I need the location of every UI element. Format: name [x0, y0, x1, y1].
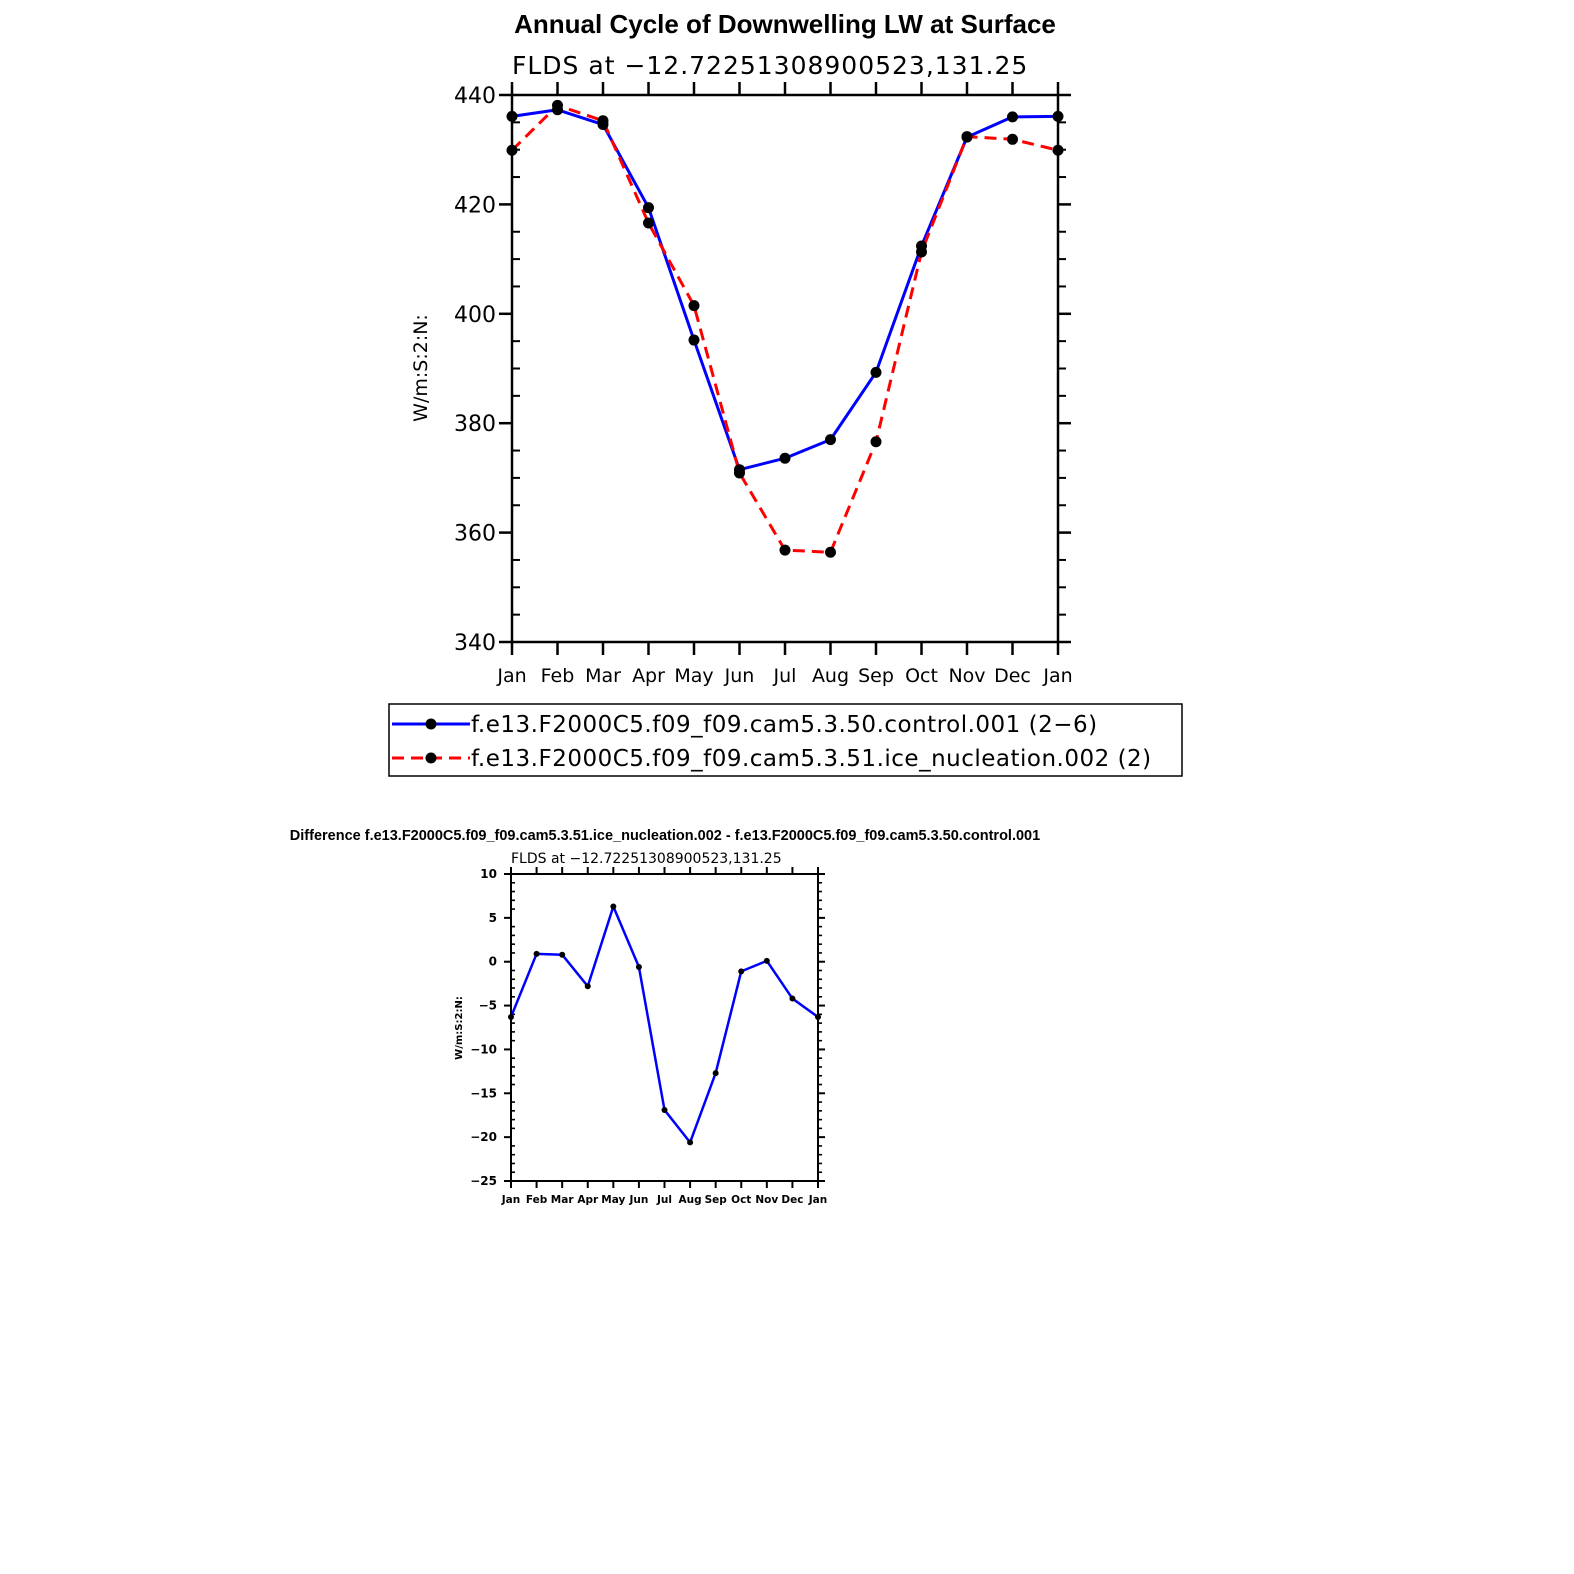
x-tick-label: Jul [656, 1194, 672, 1206]
main-series-group [506, 99, 1064, 558]
difference-chart-subtitle: FLDS at −12.72251308900523,131.25 [511, 851, 782, 867]
y-tick-label: 0 [489, 955, 497, 969]
series-0-point [688, 334, 700, 346]
series-0-point [825, 434, 836, 446]
series-1-point [597, 115, 609, 127]
x-tick-label: Feb [541, 665, 575, 687]
series-0-point [763, 957, 770, 964]
series-0-point [610, 903, 617, 910]
main-axis-ticks [499, 82, 1071, 655]
x-tick-label: Sep [858, 665, 894, 687]
y-tick-label: 420 [454, 193, 496, 218]
x-tick-label: Jan [496, 665, 526, 687]
y-tick-label: 360 [454, 522, 496, 547]
main-chart: Annual Cycle of Downwelling LW at Surfac… [388, 9, 1183, 777]
series-1-point [1007, 133, 1018, 145]
legend-marker-control [425, 718, 437, 730]
y-tick-label: 400 [454, 303, 496, 328]
legend-entry-ice-nucleation: f.e13.F2000C5.f09_f09.cam5.3.51.ice_nucl… [392, 746, 1152, 772]
y-tick-label: −15 [470, 1086, 497, 1100]
series-1-point [779, 544, 791, 556]
y-tick-label: 340 [454, 631, 496, 656]
y-tick-label: 10 [480, 867, 497, 881]
x-tick-label: Jan [501, 1194, 520, 1206]
series-1-point [825, 546, 836, 558]
x-tick-label: Apr [577, 1194, 599, 1206]
x-tick-label: May [674, 665, 713, 687]
x-tick-label: Jul [773, 665, 797, 687]
series-0-point [687, 1139, 694, 1146]
x-tick-label: Apr [632, 665, 665, 687]
series-1-point [552, 99, 563, 111]
difference-chart-title: Difference f.e13.F2000C5.f09_f09.cam5.3.… [290, 828, 1040, 844]
y-tick-label: 5 [489, 911, 497, 925]
series-line-1 [510, 103, 1059, 554]
series-0-point [712, 1070, 719, 1077]
series-1-point [734, 467, 745, 479]
difference-x-tick-labels: Jan Feb Mar Apr May Jun Jul Aug Sep Oct Nov Dec Jan [501, 1194, 827, 1206]
series-0-point [635, 963, 642, 970]
y-tick-label: 380 [454, 412, 496, 437]
main-chart-title: Annual Cycle of Downwelling LW at Surfac… [514, 9, 1056, 39]
x-tick-label: Mar [551, 1194, 575, 1206]
series-0-point [584, 983, 591, 990]
y-tick-label: −20 [470, 1130, 497, 1144]
main-y-tick-labels: 340 360 380 400 420 440 [454, 84, 496, 656]
legend-label-control: f.e13.F2000C5.f09_f09.cam5.3.50.control.… [471, 712, 1098, 738]
series-0-point [661, 1106, 668, 1113]
series-0-point [559, 951, 566, 958]
y-tick-label: 440 [454, 84, 496, 109]
series-1-point [870, 436, 882, 448]
y-tick-label: −5 [479, 999, 497, 1013]
series-0-point [643, 202, 654, 214]
series-0-point [779, 452, 791, 464]
x-tick-label: Aug [812, 665, 849, 687]
x-tick-label: May [601, 1194, 625, 1206]
main-plot-frame [510, 93, 1060, 644]
series-line-0 [511, 108, 1059, 472]
x-tick-label: Mar [585, 665, 621, 687]
series-1-point [916, 246, 927, 258]
x-tick-label: Jan [808, 1194, 827, 1206]
series-0-point [738, 968, 745, 975]
series-0-point [789, 995, 796, 1002]
difference-chart-ylabel: W/m:S:2:N: [454, 996, 465, 1060]
x-tick-label: Oct [731, 1194, 751, 1206]
main-chart-subtitle: FLDS at −12.72251308900523,131.25 [512, 51, 1028, 80]
legend-entry-control: f.e13.F2000C5.f09_f09.cam5.3.50.control.… [392, 712, 1098, 738]
x-tick-label: Nov [755, 1194, 778, 1206]
x-tick-label: Jan [1042, 665, 1072, 687]
series-0-point [1007, 111, 1018, 123]
difference-y-tick-labels: −25 −20 −15 −10 −5 0 5 10 [470, 867, 497, 1188]
x-tick-label: Feb [526, 1194, 548, 1206]
x-tick-label: Dec [781, 1194, 803, 1206]
series-0-point [870, 366, 882, 378]
series-1-point [643, 217, 654, 229]
legend-label-ice-nucleation: f.e13.F2000C5.f09_f09.cam5.3.51.ice_nucl… [471, 746, 1152, 772]
difference-plot-frame [510, 873, 819, 1182]
legend-box [388, 703, 1183, 777]
series-1-point [961, 131, 973, 143]
main-chart-ylabel: W/m:S:2:N: [410, 314, 432, 422]
y-tick-label: −10 [470, 1042, 497, 1056]
main-x-tick-labels: Jan Feb Mar Apr May Jun Jul Aug Sep Oct Nov Dec Jan [496, 665, 1072, 687]
x-tick-label: Dec [994, 665, 1031, 687]
legend: f.e13.F2000C5.f09_f09.cam5.3.50.control.… [388, 703, 1183, 777]
legend-marker-ice-nucleation [425, 752, 437, 764]
difference-series-group [508, 903, 821, 1146]
series-0-point [533, 950, 540, 957]
difference-chart: Difference f.e13.F2000C5.f09_f09.cam5.3.… [290, 828, 1040, 1206]
x-tick-label: Nov [948, 665, 985, 687]
x-tick-label: Jun [724, 665, 755, 687]
x-tick-label: Aug [679, 1194, 702, 1206]
series-1-point [688, 300, 700, 312]
y-tick-label: −25 [470, 1174, 497, 1188]
x-tick-label: Jun [628, 1194, 648, 1206]
x-tick-label: Sep [705, 1194, 728, 1206]
difference-axis-ticks [504, 867, 825, 1188]
x-tick-label: Oct [905, 665, 938, 687]
